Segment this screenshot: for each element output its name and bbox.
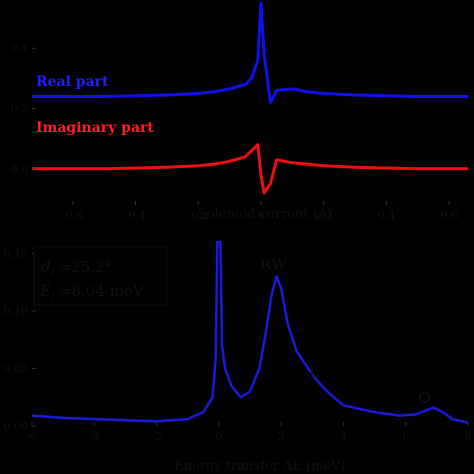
bottom-x-tick-label: -6 [27, 430, 38, 443]
bottom-x-tick-label: 4 [340, 430, 347, 443]
bottom-x-tick-label: -4 [89, 430, 100, 443]
info-energy-value: =8.04 meV [54, 282, 145, 300]
bottom-annotations-group: RW L O [260, 256, 430, 407]
top-x-tick-label: -0.6 [62, 209, 83, 222]
top-x-tick-label: 0 [257, 209, 264, 222]
info-angle-value: =25.2° [54, 258, 112, 276]
info-angle-symbol: ϑ [40, 258, 51, 276]
bottom-y-tick-label: 0.10 [4, 305, 29, 318]
real-part-line [32, 1, 468, 104]
top-x-tick-label: -0.4 [125, 209, 146, 222]
info-angle: ϑi =25.2° [40, 258, 112, 279]
bottom-ticks-group: -6 -4 -2 0 2 4 6 8 0.00 0.05 0.10 0.15 [4, 248, 472, 444]
info-energy: Ei =8.04 meV [39, 282, 145, 303]
top-y-tick-label: 0.0 [11, 163, 29, 176]
top-x-tick-label: 0.6 [440, 209, 458, 222]
top-x-tick-label: 0.2 [315, 209, 333, 222]
bottom-x-axis-label: Energy transfer ΔE (meV) [174, 459, 345, 474]
info-energy-symbol: E [39, 282, 51, 300]
info-box-frame [33, 246, 168, 306]
top-plot-area [32, 0, 468, 205]
top-ticks-group: -0.6 -0.4 -0.2 0 0.2 0.4 0.6 0.0 0.2 0.4 [11, 42, 458, 222]
bottom-x-tick-label: 6 [402, 430, 409, 443]
peak-label-l: L [309, 364, 319, 382]
top-series-group [32, 1, 468, 195]
legend-real-part: Real part [36, 74, 109, 90]
bottom-x-tick-label: 2 [278, 430, 285, 443]
info-box: ϑi =25.2° Ei =8.04 meV [33, 246, 168, 306]
top-x-tick-label: -0.2 [188, 209, 209, 222]
legend-imaginary-part: Imaginary part [36, 120, 154, 136]
bottom-series-group [31, 240, 469, 424]
bottom-x-tick-label: -2 [151, 430, 162, 443]
peak-label-rw: RW [260, 256, 287, 274]
peak-label-o: O [418, 389, 430, 407]
bottom-y-tick-label: 0.15 [4, 248, 29, 261]
top-y-tick-label: 0.2 [11, 103, 29, 116]
bottom-x-tick-label: 8 [465, 430, 472, 443]
bottom-y-tick-label: 0.00 [4, 420, 29, 433]
top-y-tick-label: 0.4 [11, 42, 29, 55]
info-angle-sub: i [51, 268, 54, 279]
bottom-y-tick-label: 0.05 [4, 363, 29, 376]
top-x-axis-label: Solenoid current (A) [198, 207, 332, 222]
bottom-x-tick-label: 0 [215, 430, 222, 443]
info-energy-sub: i [51, 292, 54, 303]
top-x-tick-label: 0.4 [378, 209, 396, 222]
imaginary-part-line [32, 143, 468, 195]
bottom-series-0-line [31, 240, 469, 424]
